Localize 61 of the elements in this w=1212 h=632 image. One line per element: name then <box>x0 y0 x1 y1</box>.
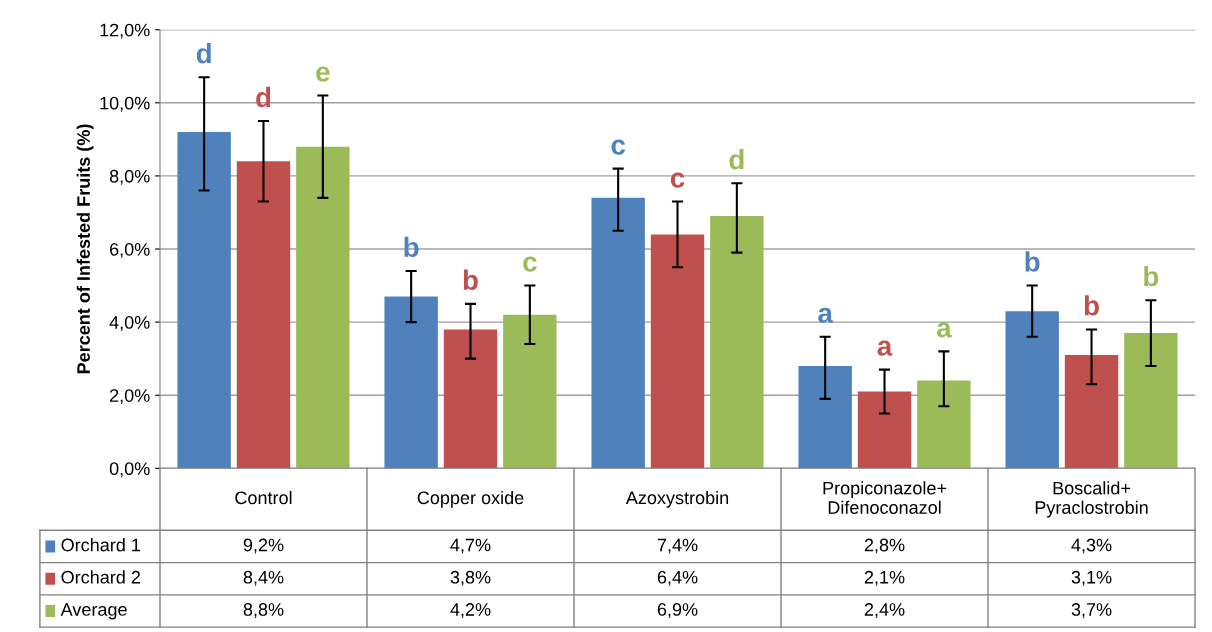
bar <box>236 161 291 469</box>
data-label: 2,1% <box>864 570 905 586</box>
bar <box>503 314 557 469</box>
annotation: e <box>316 66 330 82</box>
annotation: c <box>523 256 537 272</box>
x-tick-label: Boscalid+ Pyraclostrobin <box>1035 481 1148 518</box>
data-label: 8,8% <box>243 603 284 618</box>
y-tick-label: 2,0% <box>110 389 150 405</box>
data-label: 2,8% <box>864 538 905 554</box>
bar <box>798 365 852 469</box>
x-tick-label: Control <box>235 490 292 505</box>
data-label: 2,4% <box>864 603 905 618</box>
x-tick-label: Propiconazole+ Difenoconazol <box>823 481 947 514</box>
annotation: d <box>729 148 744 170</box>
data-label: 3,7% <box>1071 603 1112 618</box>
y-tick-label: 4,0% <box>109 316 150 331</box>
bar <box>1124 333 1178 469</box>
y-tick-label: 10,0% <box>100 96 150 112</box>
legend-label: Orchard 2 <box>61 570 140 584</box>
bar <box>296 146 350 469</box>
annotation: d <box>196 42 211 64</box>
annotation: a <box>818 307 834 323</box>
annotation: b <box>1025 251 1040 272</box>
bar <box>384 296 438 469</box>
bar <box>857 391 912 469</box>
annotation: a <box>936 322 952 338</box>
annotation: c <box>670 172 685 188</box>
bar <box>1005 311 1059 469</box>
bar <box>917 380 971 469</box>
data-label: 9,2% <box>243 538 284 554</box>
annotation: b <box>1084 295 1099 316</box>
bar <box>650 234 705 469</box>
bar <box>177 132 231 469</box>
data-label: 7,4% <box>657 538 698 554</box>
annotation: b <box>1144 265 1159 287</box>
annotation: b <box>404 236 419 258</box>
data-label: 4,7% <box>450 538 491 554</box>
x-tick-label: Copper oxide <box>417 490 524 508</box>
data-label: 6,4% <box>657 570 698 586</box>
y-tick-label: 8,0% <box>109 169 150 185</box>
bar <box>1064 355 1119 469</box>
legend-label: Orchard 1 <box>61 538 141 552</box>
bar <box>591 197 645 469</box>
data-label: 8,4% <box>243 570 284 586</box>
x-tick-label: Azoxystrobin <box>625 490 729 508</box>
bar <box>710 216 764 469</box>
annotation: d <box>256 86 271 108</box>
legend-label: Average <box>60 603 127 620</box>
bar <box>443 329 498 469</box>
y-tick-label: 6,0% <box>110 242 150 258</box>
data-label: 3,1% <box>1071 570 1112 586</box>
y-tick-label: 0,0% <box>109 462 150 478</box>
data-label: 4,3% <box>1071 538 1112 554</box>
annotation: c <box>611 139 626 155</box>
annotation: a <box>877 340 893 356</box>
y-axis-title: Percent of Infested Fruits (%) <box>76 124 94 374</box>
data-label: 3,8% <box>450 570 491 586</box>
data-label: 4,2% <box>450 603 491 618</box>
annotation: b <box>463 269 478 291</box>
data-label: 6,9% <box>657 603 698 618</box>
y-tick-label: 12,0% <box>100 23 150 39</box>
